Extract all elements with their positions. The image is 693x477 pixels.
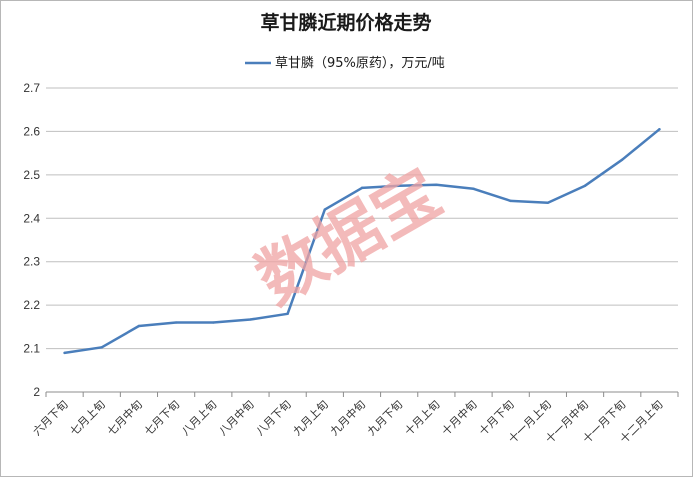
data-point (360, 186, 364, 190)
y-tick-label: 2.7 (23, 81, 40, 95)
data-point (286, 312, 289, 316)
x-tick-label: 七月下旬 (142, 398, 182, 438)
data-point (546, 201, 550, 204)
axes (45, 391, 679, 397)
x-tick-label: 八月上旬 (179, 398, 219, 438)
data-point (137, 324, 141, 328)
x-tick-label: 十月上旬 (401, 397, 442, 438)
x-tick-label: 十月中旬 (439, 397, 480, 438)
data-point (174, 321, 178, 324)
y-axis-ticks: 2 2.1 2.2 2.3 2.4 2.5 2.6 2.7 (23, 81, 40, 399)
data-point (583, 184, 587, 187)
y-tick-label: 2.1 (23, 342, 40, 356)
x-tick-label: 七月中旬 (105, 398, 145, 438)
legend: 草甘膦（95%原药），万元/吨 (245, 56, 445, 71)
x-axis-ticks: 六月下旬七月上旬七月中旬七月下旬八月上旬八月中旬八月下旬九月上旬九月中旬九月下旬… (30, 397, 665, 446)
data-point (658, 128, 661, 131)
watermark-text: 数据宝 (244, 154, 454, 320)
data-point (63, 351, 66, 355)
x-tick-label: 九月下旬 (365, 398, 405, 438)
y-tick-label: 2.3 (23, 255, 40, 269)
x-tick-label: 六月下旬 (30, 398, 70, 438)
data-point (621, 158, 624, 161)
y-tick-label: 2 (33, 385, 40, 399)
data-point (212, 321, 215, 324)
legend-label: 草甘膦（95%原药），万元/吨 (275, 56, 445, 71)
x-tick-label: 七月上旬 (68, 398, 108, 438)
data-point (435, 183, 438, 187)
x-tick-label: 九月中旬 (328, 398, 368, 438)
y-tick-label: 2.5 (23, 168, 40, 182)
y-tick-label: 2.6 (23, 124, 40, 138)
data-point (397, 184, 401, 187)
data-point (323, 208, 327, 211)
data-point (100, 346, 103, 349)
series-layer (63, 128, 661, 355)
data-point (472, 187, 475, 190)
data-point (509, 199, 512, 203)
data-point (249, 318, 252, 321)
x-tick-label: 八月中旬 (216, 398, 256, 438)
chart-title: 草甘膦近期价格走势 (260, 11, 431, 34)
x-tick-label: 九月上旬 (291, 398, 331, 438)
x-tick-label: 八月下旬 (253, 398, 293, 438)
y-tick-label: 2.4 (23, 211, 40, 225)
gridlines (46, 87, 678, 350)
y-tick-label: 2.2 (23, 298, 40, 312)
